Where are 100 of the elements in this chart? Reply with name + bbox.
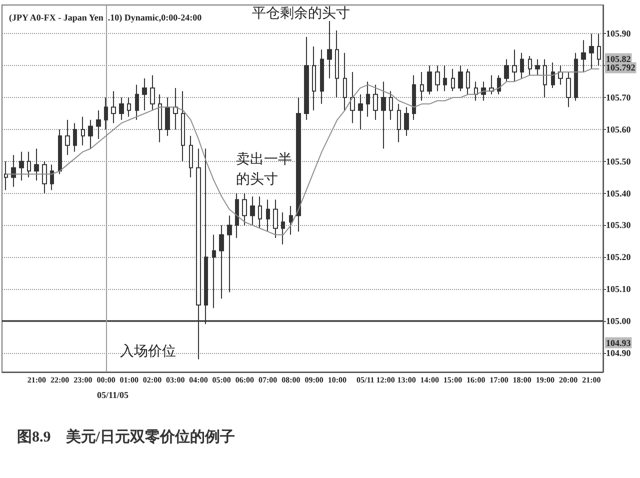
candlestick bbox=[497, 74, 501, 95]
y-tick-label: 105.90 bbox=[606, 28, 632, 39]
annotation: 入场价位 bbox=[120, 344, 176, 360]
candlestick bbox=[397, 103, 401, 143]
candlestick bbox=[466, 68, 470, 95]
candlestick bbox=[219, 224, 224, 300]
candlestick bbox=[127, 97, 131, 118]
candlestick bbox=[412, 74, 416, 120]
candlestick bbox=[111, 90, 116, 124]
candlestick bbox=[343, 52, 347, 111]
candlestick bbox=[81, 116, 85, 146]
y-tick-label: 105.30 bbox=[606, 220, 632, 230]
candlestick bbox=[65, 119, 70, 156]
candlestick bbox=[227, 215, 232, 293]
x-tick-label: 00:00 bbox=[96, 376, 116, 384]
candlestick bbox=[335, 30, 339, 98]
x-tick-label: 18:00 bbox=[512, 376, 532, 384]
text: (JPY A0-FX - Japan Yen .10) Dynamic,0:00-24:00 bbox=[9, 12, 202, 22]
candlestick bbox=[88, 119, 93, 150]
candlestick bbox=[373, 84, 378, 120]
x-tick-label: 22:00 bbox=[50, 376, 70, 384]
candlestick bbox=[42, 160, 47, 194]
annotation: 卖出一半的头寸 bbox=[236, 152, 292, 188]
candlestick bbox=[589, 33, 594, 70]
candlestick bbox=[281, 212, 285, 245]
candlestick bbox=[181, 90, 185, 162]
candlestick bbox=[258, 196, 262, 229]
candlestick bbox=[551, 62, 555, 88]
candlestick bbox=[266, 199, 270, 232]
y-tick-label: 105.60 bbox=[606, 124, 632, 134]
x-tick-label: 08:00 bbox=[282, 376, 300, 384]
x-tick-label: 17:00 bbox=[490, 376, 508, 384]
x-tick-label: 06:00 bbox=[235, 376, 254, 384]
text: 05/11/05 bbox=[97, 390, 130, 400]
candlestick bbox=[520, 52, 524, 79]
candlestick bbox=[4, 160, 8, 191]
candlestick bbox=[350, 72, 355, 124]
candlestick bbox=[543, 58, 547, 98]
candlestick bbox=[27, 151, 31, 178]
x-tick-label: 23:00 bbox=[74, 376, 92, 384]
candlestick bbox=[566, 72, 571, 108]
candlestick bbox=[312, 46, 316, 111]
x-tick-label: 01:00 bbox=[120, 376, 138, 384]
y-tick-label: 105.20 bbox=[606, 252, 632, 262]
y-tick-label: 105.50 bbox=[606, 156, 632, 166]
y-tick-label: 105.00 bbox=[606, 316, 632, 326]
candlestick bbox=[119, 97, 124, 120]
candlestick bbox=[296, 97, 301, 232]
candlestick bbox=[458, 65, 463, 92]
candlestick bbox=[104, 97, 108, 130]
candlestick bbox=[327, 20, 332, 79]
candlestick bbox=[135, 84, 139, 120]
candlestick bbox=[389, 90, 393, 120]
candlestick bbox=[427, 65, 432, 95]
candlestick bbox=[404, 106, 409, 136]
y-tick-label: 105.40 bbox=[606, 188, 632, 198]
y-tick-label: 104.90 bbox=[606, 348, 632, 358]
candlestick bbox=[366, 81, 370, 118]
line-series bbox=[5, 68, 600, 236]
y-tick-label: 105.10 bbox=[606, 284, 632, 294]
candlestick bbox=[73, 122, 77, 152]
candlestick bbox=[142, 78, 147, 111]
x-tick-label: 07:00 bbox=[258, 376, 278, 384]
candlestick bbox=[11, 154, 16, 188]
y-tick-label: 105.70 bbox=[606, 92, 632, 103]
candlestick bbox=[320, 49, 324, 104]
x-tick-label: 13:00 bbox=[397, 376, 416, 384]
candlestick bbox=[504, 58, 509, 82]
x-tick-label: 19:00 bbox=[536, 376, 555, 384]
candlestick bbox=[165, 97, 170, 136]
candlestick bbox=[150, 74, 155, 111]
annotation: 平仓剩余的头寸 bbox=[252, 6, 350, 22]
x-tick-label: 03:00 bbox=[166, 376, 185, 384]
candlestick bbox=[597, 33, 601, 66]
candlestick bbox=[212, 234, 216, 309]
x-tick-label: 20:00 bbox=[558, 376, 578, 384]
candlestick bbox=[581, 40, 586, 73]
candlestick bbox=[34, 148, 39, 182]
candlestick bbox=[420, 72, 424, 102]
candlestick bbox=[558, 65, 563, 86]
text: 图8.9 美元/日元双零价位的例子 bbox=[17, 428, 235, 446]
x-tick-label: 16:00 bbox=[466, 376, 486, 384]
annotation: 104.93 bbox=[606, 338, 632, 348]
candlestick bbox=[96, 110, 101, 140]
candlestick bbox=[242, 192, 247, 226]
candlestick bbox=[528, 56, 532, 76]
candlestick bbox=[58, 128, 62, 175]
candlestick bbox=[189, 135, 193, 178]
candlestick bbox=[50, 164, 54, 191]
candlestick bbox=[443, 65, 447, 92]
x-tick-label: 14:00 bbox=[420, 376, 439, 384]
annotation: 105.792 bbox=[606, 62, 636, 73]
candlestick bbox=[235, 192, 239, 238]
x-tick-label: 21:00 bbox=[582, 376, 601, 384]
candlestick bbox=[451, 68, 455, 92]
x-tick-label: 15:00 bbox=[443, 376, 462, 384]
candlestick bbox=[574, 52, 578, 102]
candlestick bbox=[19, 151, 24, 182]
candlestick bbox=[289, 206, 293, 236]
candlestick bbox=[273, 199, 278, 238]
